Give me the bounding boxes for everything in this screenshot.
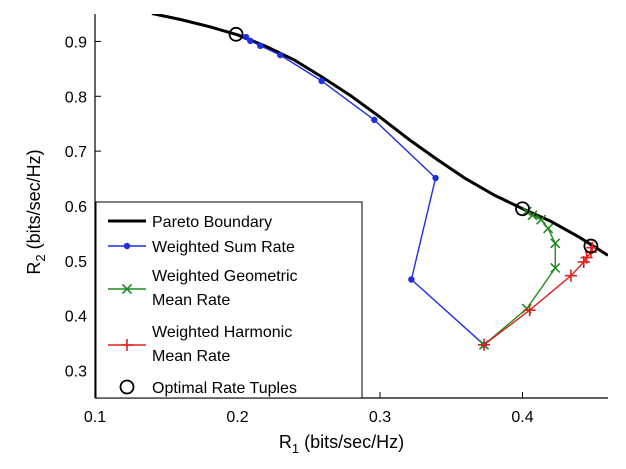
weighted-sum-rate-point — [257, 42, 264, 50]
legend-item-weighted-harmonic-mean-rate: Weighted Harmonic Mean Rate — [108, 324, 292, 365]
legend-swatch-marker — [123, 242, 131, 250]
weighted-harmonic-mean-rate-point — [478, 338, 491, 351]
weighted-sum-rate-point — [432, 174, 439, 182]
legend-swatch-marker — [121, 339, 133, 351]
legend-label: Weighted Geometric — [152, 268, 298, 285]
x-tick-label: 0.3 — [369, 409, 391, 426]
legend-swatch-marker — [121, 283, 133, 295]
y-tick-label: 0.9 — [65, 34, 87, 51]
weighted-sum-rate-point — [408, 276, 415, 283]
weighted-sum-rate-point — [242, 33, 250, 41]
weighted-sum-rate-point — [277, 51, 284, 59]
weighted-geometric-mean-rate-point — [550, 238, 561, 249]
legend-item-pareto-boundary: Pareto Boundary — [108, 214, 272, 231]
legend-item-weighted-sum-rate: Weighted Sum Rate — [108, 239, 295, 256]
pareto-boundary-series — [151, 14, 608, 257]
weighted-harmonic-mean-rate-point — [564, 269, 577, 282]
y-tick-label: 0.5 — [65, 254, 87, 271]
optimal-rate-tuples-point — [228, 26, 244, 42]
legend-label: Mean Rate — [152, 348, 230, 365]
y-tick-label: 0.4 — [65, 309, 87, 326]
y-tick-label: 0.6 — [65, 199, 87, 216]
legend-box — [95, 201, 363, 399]
weighted-sum-rate-series — [242, 33, 488, 348]
optimal-rate-tuples-series — [228, 26, 599, 254]
x-tick-label: 0.2 — [226, 409, 248, 426]
optimal-rate-tuples-point — [583, 238, 599, 254]
legend: Pareto Boundary Weighted Sum Rate Weighted… — [95, 201, 363, 399]
pareto-boundary-line — [151, 14, 608, 257]
legend-label: Weighted Sum Rate — [152, 239, 295, 256]
legend-label: Optimal Rate Tuples — [152, 380, 297, 397]
y-tick-label: 0.7 — [65, 144, 87, 161]
weighted-sum-rate-point — [371, 116, 378, 124]
x-tick-label: 0.1 — [84, 409, 106, 426]
legend-label: Weighted Harmonic — [152, 324, 292, 341]
plot-area — [151, 14, 608, 351]
legend-item-weighted-geometric-mean-rate: Weighted Geometric Mean Rate — [108, 268, 298, 309]
weighted-geometric-mean-rate-point — [527, 210, 538, 221]
y-tick-label: 0.3 — [65, 364, 87, 381]
x-axis-label: R1 (bits/sec/Hz) — [279, 432, 404, 456]
weighted-geometric-mean-rate-point — [535, 214, 547, 225]
weighted-sum-rate-point — [318, 77, 325, 85]
axes: 0.1 0.2 0.3 0.4 0.3 0.4 0.5 0.6 0.7 0.8 0.9 R1 (bit… — [24, 14, 608, 456]
weighted-geometric-mean-rate-point — [543, 223, 554, 234]
x-tick-label: 0.4 — [511, 409, 533, 426]
weighted-harmonic-mean-rate-point — [523, 304, 536, 317]
legend-label: Pareto Boundary — [152, 214, 272, 231]
y-axis-label: R2 (bits/sec/Hz) — [24, 149, 48, 274]
weighted-sum-rate-point — [247, 37, 254, 45]
weighted-geometric-mean-rate-point — [550, 262, 561, 274]
y-tick-label: 0.8 — [65, 89, 87, 106]
optimal-rate-tuples-point — [515, 201, 530, 217]
legend-label: Mean Rate — [152, 292, 230, 309]
legend-item-optimal-rate-tuples: Optimal Rate Tuples — [119, 379, 297, 397]
legend-swatch-marker — [119, 379, 135, 395]
weighted-geometric-mean-rate-series — [478, 206, 561, 350]
